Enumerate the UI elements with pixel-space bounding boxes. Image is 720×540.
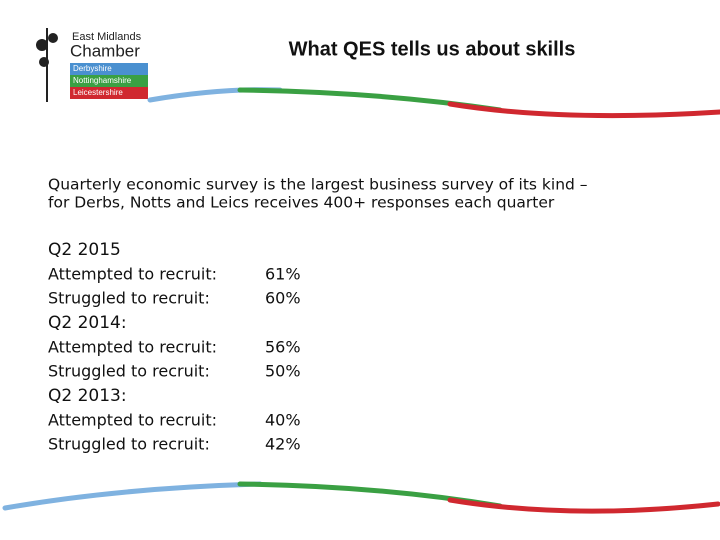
swoosh-red	[447, 101, 720, 119]
row-value: 50%	[265, 362, 301, 381]
row-label: Struggled to recruit:	[48, 435, 210, 454]
row-label: Attempted to recruit:	[48, 411, 217, 430]
row-value: 42%	[265, 435, 301, 454]
row-value: 61%	[265, 265, 301, 284]
slide-title: What QES tells us about skills	[289, 38, 576, 60]
swoosh-blue	[2, 481, 263, 511]
row-label: Struggled to recruit:	[48, 289, 210, 308]
logo-band-label: Nottinghamshire	[73, 76, 132, 85]
row-value: 56%	[265, 338, 301, 357]
logo-band	[70, 87, 148, 99]
row-value: 60%	[265, 289, 301, 308]
section-heading: Q2 2015	[48, 240, 121, 260]
intro-line: for Derbs, Notts and Leics receives 400+…	[48, 194, 555, 212]
row-label: Struggled to recruit:	[48, 362, 210, 381]
logo-leaf	[36, 39, 48, 51]
results: Q2 2015 Attempted to recruit: 61% Struggled…	[48, 240, 301, 454]
logo-band	[70, 75, 148, 87]
logo-line1: East Midlands	[72, 31, 142, 43]
logo-leaf	[39, 57, 49, 67]
section-heading: Q2 2013:	[48, 386, 127, 406]
intro-line: Quarterly economic survey is the largest…	[48, 176, 588, 194]
logo-band	[70, 63, 148, 75]
bottom-swoosh	[2, 481, 720, 514]
row-label: Attempted to recruit:	[48, 338, 217, 357]
section-heading: Q2 2014:	[48, 313, 127, 333]
logo: East Midlands Chamber Derbyshire Notting…	[36, 28, 148, 102]
row-label: Attempted to recruit:	[48, 265, 217, 284]
logo-line2: Chamber	[70, 41, 140, 60]
logo-band-label: Derbyshire	[73, 64, 112, 73]
top-swoosh	[147, 87, 720, 119]
swoosh-red	[447, 497, 720, 514]
row-value: 40%	[265, 411, 301, 430]
logo-leaf	[48, 33, 58, 43]
logo-band-label: Leicestershire	[73, 88, 123, 97]
